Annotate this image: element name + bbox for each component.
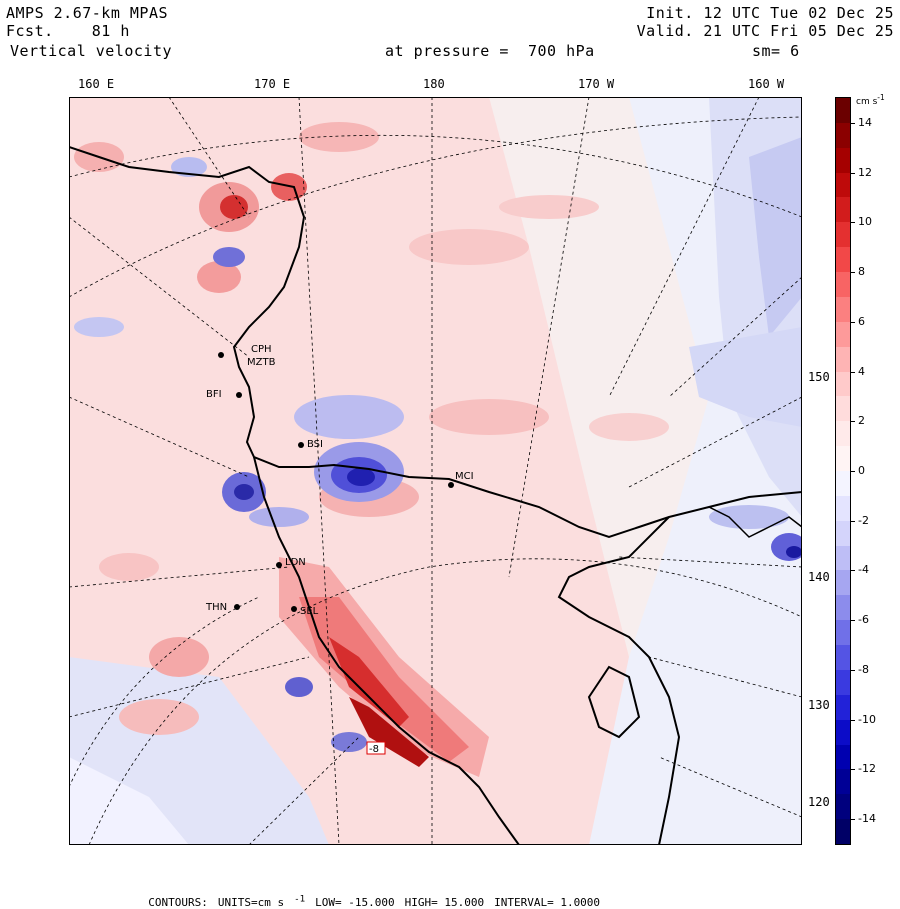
graticule (69, 97, 802, 845)
colorbar-tick (851, 769, 855, 771)
lon-label-180: 180 (423, 77, 445, 91)
colorbar-segment (836, 421, 850, 447)
colorbar-segment (836, 371, 850, 397)
colorbar-label: -8 (858, 662, 869, 676)
station-label-mztb: MZTB (247, 357, 276, 368)
colorbar-tick (851, 371, 855, 373)
forecast-value: 81 h (91, 22, 130, 40)
colorbar-segment (836, 769, 850, 795)
lon-label-170w: 170 W (578, 77, 615, 91)
colorbar-label: 6 (858, 314, 865, 328)
colorbar-tick (851, 321, 855, 323)
colorbar-segment (836, 296, 850, 323)
colorbar-label: -2 (858, 513, 869, 527)
colorbar-segment (836, 719, 850, 746)
contours-label: CONTOURS: (148, 895, 208, 909)
station-label-cph: CPH (251, 344, 272, 355)
pressure-value: 700 hPa (527, 42, 595, 60)
colorbar-tick (851, 272, 855, 274)
pressure-level: at pressure = 700 hPa (385, 43, 595, 60)
colorbar-segment (836, 222, 850, 248)
colorbar-label: -10 (858, 712, 876, 726)
colorbar-tick (851, 669, 855, 671)
station-label-mci: MCI (455, 471, 474, 482)
colorbar-tick (851, 719, 855, 721)
station-label-sel: SEL (300, 606, 319, 617)
smoothing-label: sm= 6 (752, 42, 800, 60)
colorbar-segment (836, 122, 850, 149)
colorbar-tick (851, 819, 855, 821)
colorbar-segment (836, 669, 850, 696)
colorbar-tick (851, 421, 855, 423)
station-label-thn: THN (205, 602, 227, 613)
colorbar-tick (851, 471, 855, 472)
colorbar-tick (851, 520, 855, 522)
colorbar-label: -6 (858, 613, 869, 627)
colorbar-segment (836, 570, 850, 596)
colorbar-label: 2 (858, 414, 865, 428)
colorbar (835, 97, 851, 845)
colorbar-tick (851, 620, 855, 622)
colorbar-segment (836, 495, 850, 522)
colorbar-segment (836, 396, 850, 422)
colorbar-unit: cm s-1 (856, 93, 885, 107)
colorbar-segment (836, 694, 850, 721)
station-markers: CPH MZTB BFI BSI MCI LDN THN SEL -8 (205, 344, 474, 755)
colorbar-segment (836, 172, 850, 198)
interval-value: INTERVAL= 1.0000 (494, 895, 601, 909)
forecast-label: Fcst. (6, 22, 54, 40)
high-value: HIGH= 15.000 (404, 895, 485, 909)
lon-label-160w: 160 W (748, 77, 785, 91)
colorbar-label: 0 (858, 464, 865, 477)
colorbar-segment (836, 197, 850, 223)
colorbar-label: -12 (858, 762, 876, 776)
field-name: Vertical velocity (10, 42, 173, 60)
colorbar-segment (836, 819, 850, 845)
lon-label-160e: 160 E (78, 77, 115, 91)
colorbar-segment (836, 147, 850, 174)
colorbar-label: 12 (858, 165, 872, 179)
colorbar-segment (836, 595, 850, 621)
coastline (69, 146, 802, 845)
units-label: UNITS=cm s -1 (217, 893, 306, 909)
colorbar-segment (836, 98, 850, 124)
station-label-bsi: BSI (307, 439, 323, 450)
station-label-ldn: LDN (285, 557, 306, 568)
colorbar-tick (851, 122, 855, 124)
colorbar-segment (836, 645, 850, 671)
colorbar-label: 4 (858, 364, 865, 378)
init-time: Init. 12 UTC Tue 02 Dec 25 (646, 4, 894, 22)
forecast-hour: Fcst. 81 h (6, 23, 130, 40)
colorbar-segment (836, 346, 850, 373)
colorbar-label: 14 (858, 115, 872, 129)
model-title: AMPS 2.67-km MPAS (6, 4, 169, 22)
colorbar-label: -14 (858, 812, 876, 826)
colorbar-segment (836, 794, 850, 820)
colorbar-segment (836, 272, 850, 298)
colorbar-segment (836, 520, 850, 547)
colorbar-segment (836, 321, 850, 348)
lon-label-170e: 170 E (254, 77, 291, 91)
colorbar-tick (851, 172, 855, 174)
vertical-velocity-map: CPH MZTB BFI BSI MCI LDN THN SEL -8 (69, 97, 802, 845)
valid-time: Valid. 21 UTC Fri 05 Dec 25 (636, 22, 894, 40)
colorbar-segment (836, 620, 850, 646)
extreme-value-label: -8 (369, 744, 379, 755)
colorbar-tick (851, 570, 855, 572)
station-label-bfi: BFI (206, 389, 222, 400)
map-frame (69, 97, 802, 845)
colorbar-segment (836, 744, 850, 770)
colorbar-segment (836, 545, 850, 571)
colorbar-label: 10 (858, 215, 872, 229)
colorbar-segment (836, 247, 850, 273)
pressure-label: at pressure = (385, 42, 509, 60)
colorbar-label: 8 (858, 265, 865, 279)
colorbar-label: -4 (858, 563, 869, 577)
low-value: LOW= -15.000 (315, 895, 395, 909)
colorbar-segment (836, 446, 850, 472)
colorbar-tick (851, 222, 855, 224)
contour-info: CONTOURS: UNITS=cm s -1 LOW= -15.000 HIGH= 1… (135, 880, 610, 909)
colorbar-segment (836, 471, 850, 497)
